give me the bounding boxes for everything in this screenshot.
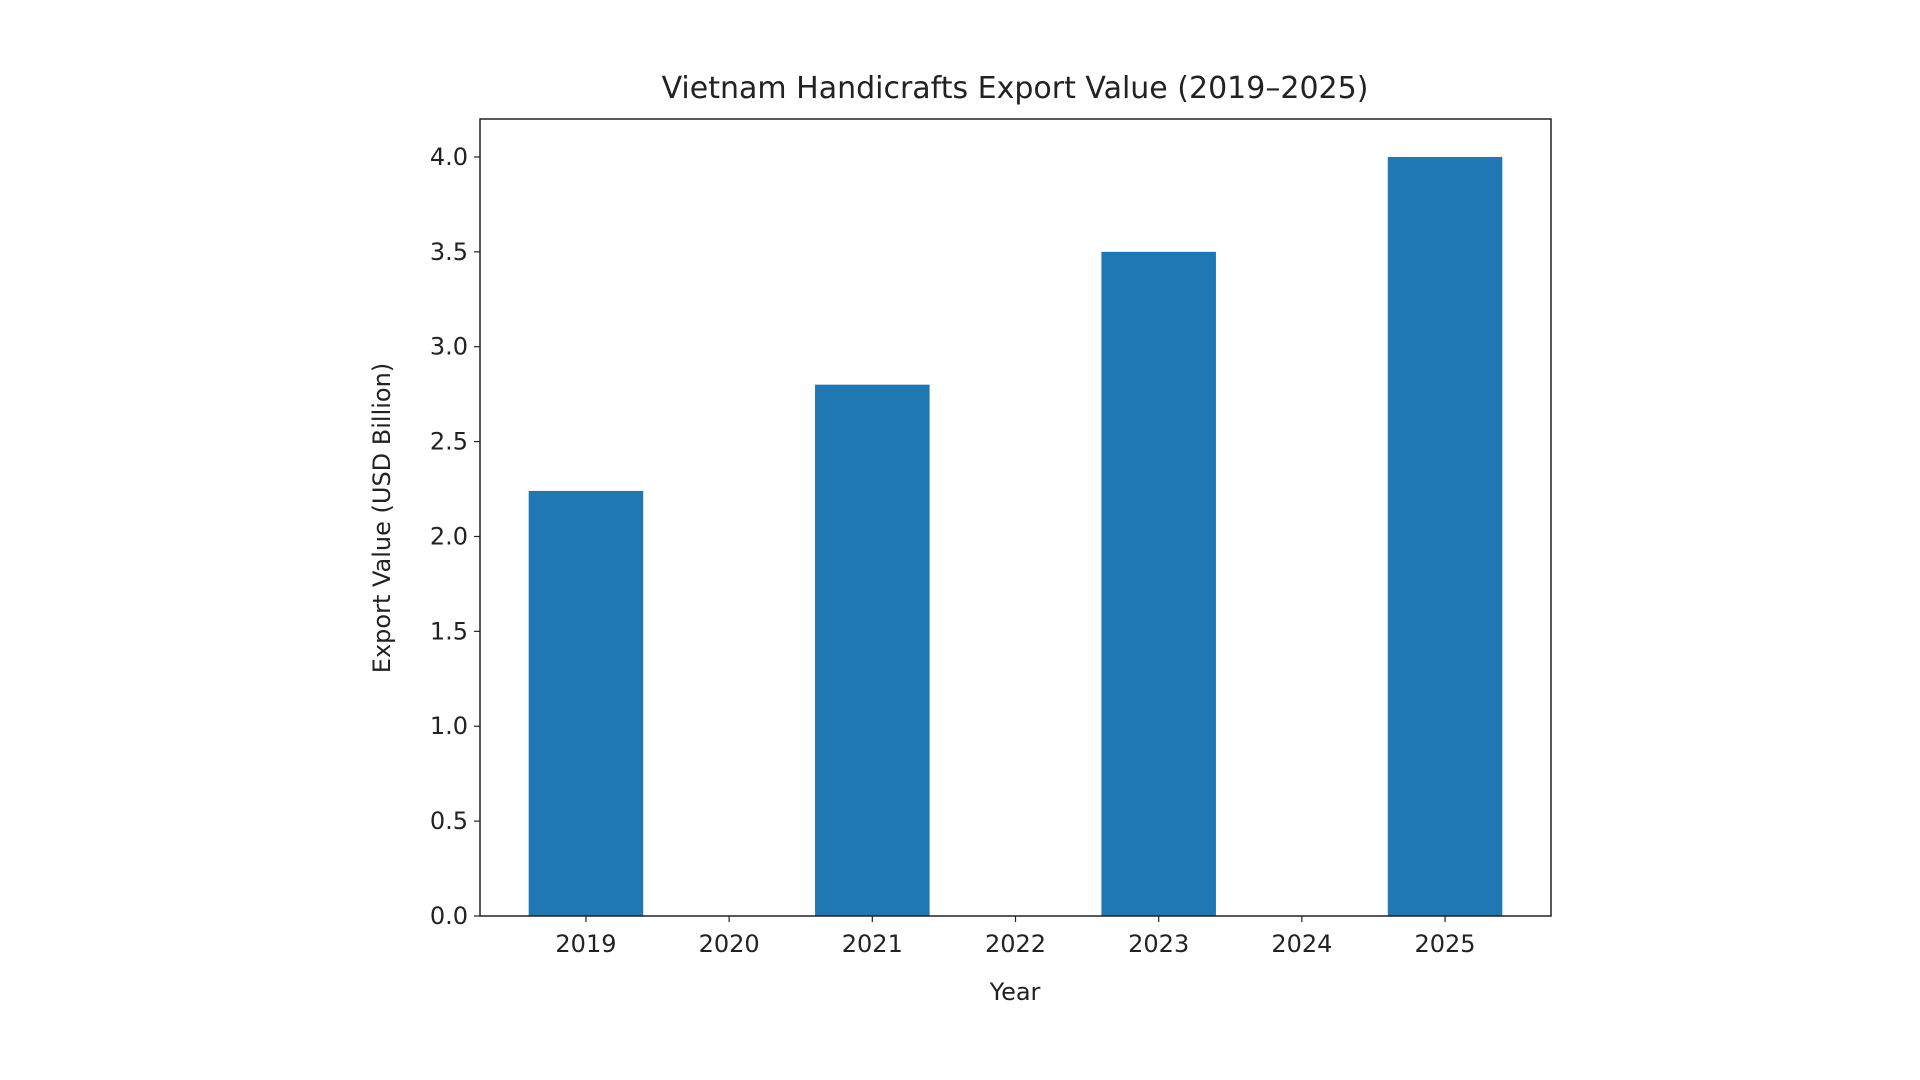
x-tick-label: 2021 (842, 930, 903, 958)
x-tick-label: 2020 (699, 930, 760, 958)
bar (815, 384, 930, 917)
y-axis-label: Export Value (USD Billion) (368, 363, 396, 673)
y-tick-label: 1.5 (430, 617, 468, 645)
x-tick-label: 2023 (1128, 930, 1189, 958)
y-tick-label: 3.0 (430, 333, 468, 361)
y-tick-label: 4.0 (430, 143, 468, 171)
chart-title: Vietnam Handicrafts Export Value (2019–2… (662, 71, 1369, 106)
y-tick-label: 2.5 (430, 428, 468, 456)
y-tick-label: 3.5 (430, 238, 468, 266)
x-tick-label: 2019 (555, 930, 616, 958)
plot-frame (479, 118, 1552, 917)
x-tick-label: 2024 (1271, 930, 1332, 958)
x-axis-label: Year (989, 978, 1041, 1006)
x-tick-label: 2025 (1415, 930, 1476, 958)
y-tick-label: 0.5 (430, 807, 468, 835)
bar (528, 490, 644, 916)
y-tick-label: 2.0 (430, 522, 468, 550)
bar (1101, 251, 1216, 917)
bar (1387, 156, 1503, 916)
x-tick-label: 2022 (985, 930, 1046, 958)
y-tick-label: 1.0 (430, 712, 468, 740)
y-tick-label: 0.0 (430, 902, 468, 930)
